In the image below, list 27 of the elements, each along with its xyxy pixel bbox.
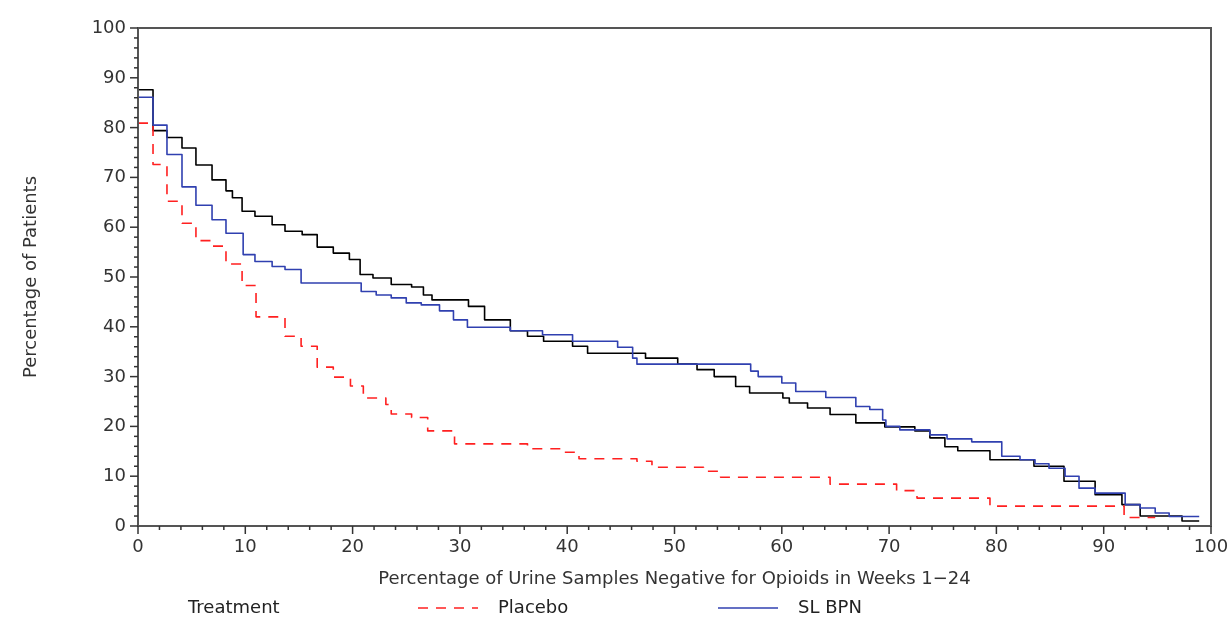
- y-tick-label: 10: [103, 464, 126, 486]
- x-tick-label: 30: [448, 535, 472, 556]
- y-tick-label: 80: [103, 115, 126, 137]
- legend-label: Placebo: [498, 596, 569, 617]
- x-tick-label: 50: [663, 535, 686, 556]
- y-tick-label: 50: [103, 265, 126, 286]
- x-tick-label: 0: [132, 535, 144, 556]
- x-tick-label: 60: [770, 535, 794, 556]
- x-axis-title: Percentage of Urine Samples Negative for Opioids in Weeks 1−24: [378, 567, 971, 588]
- y-tick-label: 90: [103, 65, 126, 87]
- legend-title: Treatment: [187, 596, 280, 617]
- y-tick-label: 20: [103, 414, 126, 436]
- x-tick-label: 20: [341, 535, 365, 556]
- x-tick-label: 80: [984, 535, 1008, 556]
- y-tick-label: 0: [114, 514, 126, 535]
- y-tick-label: 70: [103, 165, 126, 187]
- legend-label: SL BPN: [798, 596, 862, 617]
- y-axis-title: Percentage of Patients: [19, 175, 40, 379]
- y-tick-label: 30: [103, 364, 126, 386]
- x-tick-label: 100: [1193, 535, 1229, 556]
- x-tick-label: 70: [877, 535, 901, 556]
- x-tick-label: 40: [555, 535, 579, 556]
- y-tick-label: 60: [103, 215, 126, 237]
- y-tick-label: 40: [103, 314, 126, 336]
- x-tick-label: 90: [1092, 535, 1116, 556]
- y-tick-label: 100: [91, 16, 126, 37]
- x-tick-label: 10: [233, 535, 257, 556]
